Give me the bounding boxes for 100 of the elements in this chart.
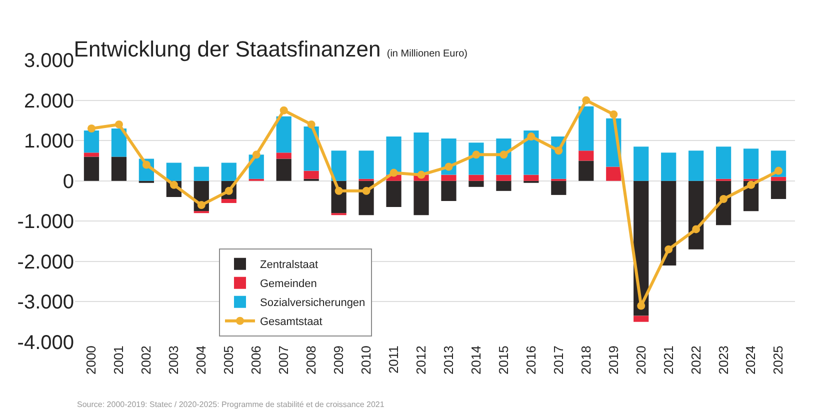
- bar: [716, 146, 732, 179]
- x-tick-label: 2015: [496, 346, 511, 375]
- point: [720, 194, 728, 203]
- bar: [166, 162, 182, 181]
- point: [692, 225, 700, 234]
- x-tick-label: 2022: [688, 346, 704, 375]
- x-tick-label: 2005: [221, 346, 236, 375]
- point: [307, 120, 316, 128]
- x-tick-label: 2006: [248, 346, 264, 375]
- bar: [84, 156, 100, 181]
- x-tick-label: 2014: [468, 346, 484, 375]
- point: [280, 106, 288, 114]
- x-tick-label: 2018: [578, 346, 594, 375]
- bar: [221, 198, 236, 204]
- bar: [386, 136, 402, 175]
- y-tick-label: 1.000: [24, 130, 74, 153]
- y-tick-label: 3.000: [24, 50, 74, 72]
- point: [527, 132, 536, 141]
- x-tick-label: 2021: [660, 346, 676, 375]
- x-tick-label: 2009: [331, 346, 346, 375]
- bar: [194, 166, 209, 181]
- legend-label: Zentralstaat: [260, 259, 318, 272]
- x-tick-label: 2008: [304, 346, 319, 375]
- point: [664, 245, 673, 254]
- x-tick-label: 2012: [413, 346, 428, 375]
- source-note: Source: 2000-2019: Statec / 2020-2025: Programme de stabilité et de croissance 2021: [77, 400, 385, 409]
- bar: [551, 180, 566, 195]
- x-tick-label: 2017: [550, 346, 566, 375]
- bar: [688, 180, 704, 250]
- point: [390, 168, 398, 177]
- point: [637, 302, 646, 310]
- bar: [524, 174, 539, 181]
- point: [582, 96, 590, 104]
- bar: [276, 152, 292, 159]
- chart-title: Entwicklung der Staatsfinanzen: [74, 36, 381, 62]
- x-tick-label: 2002: [138, 346, 154, 375]
- x-tick-label: 2019: [606, 346, 621, 375]
- bar: [221, 162, 236, 181]
- x-tick-label: 2004: [194, 346, 209, 375]
- point: [444, 162, 453, 171]
- bar: [304, 170, 319, 179]
- bar: [276, 158, 292, 181]
- y-tick-label: -2.000: [17, 251, 74, 274]
- bar: [386, 180, 402, 208]
- point: [417, 170, 426, 179]
- x-tick-label: 2003: [166, 346, 182, 375]
- bar: [578, 106, 594, 151]
- x-tick-label: 2007: [276, 346, 292, 375]
- bar: [496, 174, 512, 181]
- bar: [441, 180, 456, 201]
- chart-subtitle: (in Millionen Euro): [386, 48, 468, 60]
- x-tick-label: 2025: [770, 346, 786, 375]
- x-tick-label: 2001: [111, 346, 126, 375]
- bar: [276, 116, 292, 153]
- bar: [743, 148, 759, 179]
- bar: [468, 180, 484, 187]
- bar: [414, 132, 429, 175]
- point: [500, 150, 508, 159]
- bar: [358, 150, 374, 179]
- bar: [578, 160, 594, 181]
- bar: [688, 150, 704, 181]
- legend-label: Sozialversicherungen: [260, 297, 366, 310]
- x-tick-label: 2024: [743, 346, 758, 375]
- x-tick-label: 2023: [716, 346, 731, 375]
- bar: [634, 316, 649, 322]
- point: [747, 180, 756, 189]
- point: [774, 166, 783, 175]
- y-tick-label: -1.000: [17, 211, 74, 234]
- bar: [661, 152, 676, 181]
- y-tick-label: 0: [62, 170, 74, 193]
- bar: [606, 166, 622, 181]
- bar: [441, 174, 456, 181]
- point: [142, 160, 150, 169]
- bar: [634, 146, 649, 181]
- point: [334, 186, 343, 195]
- x-tick-label: 2013: [440, 346, 456, 375]
- bar: [578, 150, 594, 161]
- point: [87, 124, 96, 132]
- point: [554, 146, 563, 155]
- y-tick-label: 2.000: [24, 90, 74, 112]
- bar: [331, 150, 346, 181]
- legend-label: Gemeinden: [260, 278, 317, 290]
- x-tick-label: 2020: [633, 346, 648, 375]
- bar: [468, 174, 484, 181]
- bar: [111, 128, 127, 157]
- bar: [661, 180, 676, 266]
- point: [114, 120, 123, 128]
- bar: [414, 180, 429, 216]
- bar: [770, 180, 786, 199]
- point: [362, 186, 370, 195]
- x-tick-label: 2010: [358, 346, 374, 375]
- bar: [304, 126, 319, 171]
- bar: [496, 180, 512, 191]
- x-tick-label: 2000: [84, 346, 99, 375]
- bar: [84, 130, 100, 153]
- x-tick-label: 2011: [386, 346, 402, 374]
- x-tick-label: 2016: [523, 346, 538, 375]
- legend-label: Gesamtstaat: [260, 316, 322, 328]
- point: [610, 110, 618, 118]
- point: [252, 150, 260, 159]
